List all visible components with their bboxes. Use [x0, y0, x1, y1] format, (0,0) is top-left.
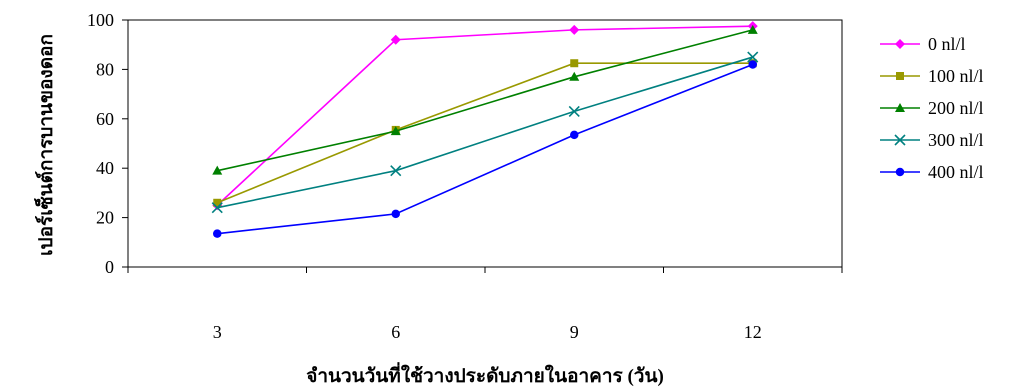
data-point: [748, 60, 757, 69]
data-point: [747, 51, 759, 63]
series-line: [216, 62, 753, 204]
data-point: [570, 130, 579, 140]
legend-item: 100 nl/l: [880, 66, 984, 86]
y-tick-label: 100: [87, 10, 114, 30]
series-2: [212, 24, 758, 175]
legend-label: 200 nl/l: [928, 98, 984, 118]
legend-item: 300 nl/l: [880, 130, 984, 150]
series-line: [216, 25, 753, 206]
y-tick-label: 80: [96, 59, 114, 79]
y-tick-label: 40: [96, 158, 114, 178]
y-axis-title: เปอร์เซ็นต์การบานของดอก: [33, 34, 57, 256]
data-point: [212, 165, 223, 175]
data-point: [895, 39, 905, 49]
legend-item: 0 nl/l: [880, 34, 966, 54]
series-line: [217, 63, 754, 235]
legend: 0 nl/l 100 nl/l 200 nl/l 300 nl/l 400 nl/l: [880, 34, 984, 182]
data-point: [213, 198, 222, 207]
data-point: [568, 105, 580, 117]
y-tick-label: 20: [96, 208, 114, 228]
plot-area: [127, 19, 843, 268]
legend-label: 100 nl/l: [928, 66, 984, 86]
legend-item: 200 nl/l: [880, 98, 984, 118]
x-axis: 3 6 9 12: [127, 267, 843, 342]
legend-label: 300 nl/l: [928, 130, 984, 150]
y-tick-label: 0: [105, 257, 114, 277]
x-axis-title: จำนวนวันที่ใช้วางประดับภายในอาคาร (วัน): [306, 362, 664, 387]
data-point: [213, 229, 222, 238]
data-point: [895, 103, 905, 112]
data-point: [211, 202, 223, 214]
y-tick-label: 60: [96, 109, 114, 129]
legend-label: 400 nl/l: [928, 162, 984, 182]
data-point: [390, 165, 402, 177]
x-tick-label: 6: [391, 322, 400, 342]
legend-item: 400 nl/l: [880, 162, 984, 182]
data-point: [894, 134, 906, 146]
legend-label: 0 nl/l: [928, 34, 966, 54]
x-tick-label: 12: [744, 322, 762, 342]
data-point: [390, 126, 401, 136]
x-tick-label: 9: [570, 322, 579, 342]
data-point: [569, 71, 580, 81]
data-point: [570, 59, 579, 68]
series-line: [217, 56, 753, 209]
series-4: [213, 60, 757, 238]
series-layer: [211, 21, 759, 238]
series-3: [211, 51, 759, 214]
data-point: [391, 209, 400, 219]
y-axis: 0 20 40 60 80 100: [87, 10, 128, 277]
series-line: [217, 29, 753, 172]
data-point: [895, 167, 905, 177]
data-point: [390, 34, 401, 45]
data-point: [569, 24, 580, 35]
x-tick-label: 3: [213, 322, 222, 342]
data-point: [747, 24, 758, 34]
data-point: [896, 72, 904, 80]
